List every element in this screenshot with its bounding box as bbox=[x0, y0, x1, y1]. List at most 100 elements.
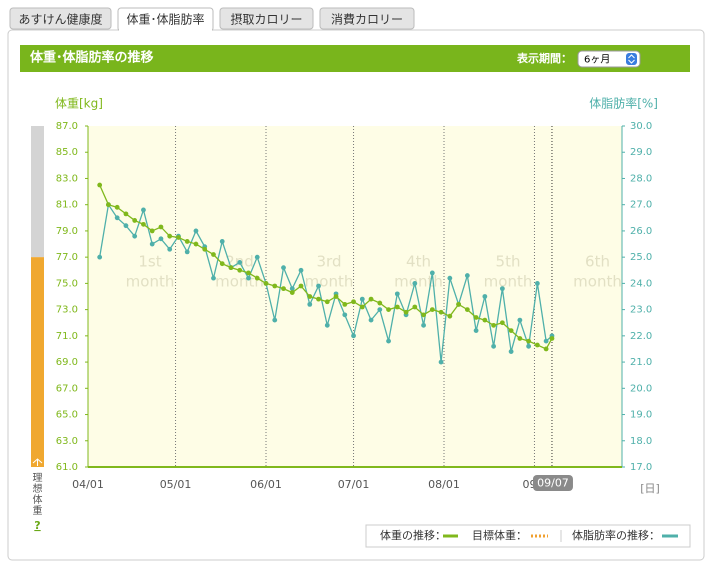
data-point bbox=[114, 215, 120, 221]
y-tick-label: 75.0 bbox=[56, 278, 78, 289]
select-arrow-icon bbox=[628, 54, 635, 64]
data-point bbox=[351, 299, 356, 305]
data-point bbox=[517, 336, 523, 341]
tab-label: 摂取カロリー bbox=[230, 12, 302, 27]
tab-label: 消費カロリー bbox=[331, 12, 403, 27]
data-point bbox=[254, 275, 260, 281]
data-point bbox=[184, 239, 190, 244]
month-watermark: month bbox=[484, 273, 533, 291]
data-point bbox=[132, 218, 138, 223]
period-select[interactable] bbox=[577, 50, 641, 68]
data-point bbox=[298, 283, 304, 289]
data-point bbox=[324, 299, 330, 305]
data-point bbox=[499, 286, 505, 292]
data-point bbox=[482, 317, 488, 323]
data-point bbox=[368, 317, 374, 323]
data-point bbox=[351, 333, 356, 339]
y-tick-label: 71.0 bbox=[56, 331, 78, 342]
y2-tick-label: 23.0 bbox=[630, 305, 652, 316]
month-watermark: 1st bbox=[138, 253, 161, 271]
data-point bbox=[456, 301, 461, 307]
y-tick-label: 85.0 bbox=[56, 147, 78, 158]
data-point bbox=[289, 290, 295, 295]
tab[interactable] bbox=[319, 7, 415, 30]
y-tick-label: 81.0 bbox=[56, 200, 78, 211]
tab-label: あすけん健康度 bbox=[18, 12, 102, 27]
data-point bbox=[499, 320, 505, 326]
data-point bbox=[237, 260, 243, 265]
y2-tick-label: 22.0 bbox=[630, 331, 652, 342]
data-point bbox=[289, 286, 295, 292]
y-tick-label: 83.0 bbox=[56, 173, 78, 184]
data-point bbox=[394, 304, 400, 310]
month-watermark: month bbox=[126, 273, 175, 291]
data-point bbox=[342, 312, 348, 318]
data-point bbox=[394, 291, 400, 297]
y2-label: 体脂肪率[%] bbox=[589, 96, 658, 111]
data-point bbox=[447, 313, 453, 319]
data-point bbox=[534, 342, 540, 348]
x-tick-label: 05/01 bbox=[160, 478, 192, 491]
data-point bbox=[491, 322, 497, 328]
data-point bbox=[219, 261, 225, 267]
y2-tick-label: 28.0 bbox=[630, 173, 652, 184]
tab[interactable] bbox=[9, 7, 112, 30]
data-point bbox=[97, 254, 103, 260]
data-point bbox=[114, 204, 120, 210]
data-point bbox=[219, 239, 225, 244]
y-tick-label: 67.0 bbox=[56, 383, 78, 394]
data-point bbox=[193, 241, 199, 247]
ideal-bar-upper bbox=[31, 126, 44, 258]
data-point bbox=[141, 221, 146, 227]
data-point bbox=[106, 202, 111, 208]
tab-cover bbox=[119, 29, 212, 32]
x-tick-label: 09 bbox=[522, 478, 536, 491]
month-watermark: 6th bbox=[585, 253, 610, 271]
y2-tick-label: 18.0 bbox=[630, 436, 652, 447]
y-tick-label: 61.0 bbox=[56, 462, 78, 473]
data-point bbox=[473, 315, 479, 320]
data-point bbox=[438, 359, 444, 365]
help-link[interactable]: ? bbox=[34, 519, 40, 532]
x-tick-label: 04/01 bbox=[72, 478, 104, 491]
data-point bbox=[526, 343, 532, 349]
ideal-arrow bbox=[32, 458, 43, 466]
current-date-label: 09/07 bbox=[537, 477, 569, 490]
data-point bbox=[526, 338, 532, 344]
y-tick-label: 65.0 bbox=[56, 410, 78, 421]
y2-tick-label: 26.0 bbox=[630, 226, 652, 237]
data-point bbox=[298, 267, 304, 273]
data-point bbox=[447, 275, 453, 281]
select-arrow bbox=[626, 53, 637, 65]
data-point bbox=[403, 309, 409, 315]
legend-label: 体重の推移： bbox=[380, 528, 446, 542]
data-point bbox=[324, 322, 330, 328]
data-point bbox=[508, 328, 514, 333]
data-point bbox=[517, 317, 523, 323]
data-point bbox=[377, 300, 383, 306]
header-title: 体重･体脂肪率の推移 bbox=[30, 50, 154, 66]
data-point bbox=[149, 241, 155, 247]
data-point bbox=[316, 296, 321, 302]
data-point bbox=[141, 207, 146, 213]
data-point bbox=[412, 304, 418, 310]
data-point bbox=[281, 265, 286, 271]
month-watermark: 4th bbox=[406, 253, 431, 271]
y-tick-label: 69.0 bbox=[56, 357, 78, 368]
tab[interactable] bbox=[219, 7, 314, 30]
data-point bbox=[386, 307, 391, 313]
current-date-badge bbox=[532, 475, 573, 491]
data-point bbox=[421, 312, 426, 318]
data-point bbox=[176, 235, 181, 240]
data-point bbox=[368, 296, 374, 302]
x-tick-label: 07/01 bbox=[338, 478, 370, 491]
data-point bbox=[429, 270, 435, 276]
legend-label: 体脂肪率の推移： bbox=[572, 528, 660, 542]
data-point bbox=[543, 346, 549, 352]
y-tick-label: 79.0 bbox=[56, 226, 78, 237]
data-point bbox=[281, 286, 286, 292]
data-point bbox=[473, 328, 479, 333]
month-watermark: month bbox=[394, 273, 443, 291]
data-point bbox=[158, 236, 164, 242]
